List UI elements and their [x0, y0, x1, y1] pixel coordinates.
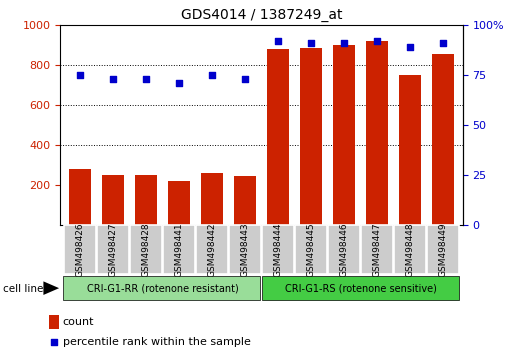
Text: GSM498426: GSM498426	[75, 222, 84, 277]
Point	[76, 72, 84, 78]
Text: CRI-G1-RS (rotenone sensitive): CRI-G1-RS (rotenone sensitive)	[285, 283, 437, 293]
Text: GSM498444: GSM498444	[274, 222, 282, 277]
FancyBboxPatch shape	[97, 225, 129, 274]
Text: GSM498428: GSM498428	[141, 222, 151, 277]
Bar	[102, 175, 123, 225]
Point	[439, 40, 447, 46]
Bar	[135, 175, 157, 225]
Bar	[400, 75, 421, 225]
Bar	[300, 48, 322, 225]
FancyBboxPatch shape	[262, 225, 294, 274]
Polygon shape	[43, 281, 59, 295]
FancyBboxPatch shape	[361, 225, 393, 274]
Point	[50, 339, 59, 345]
Text: GSM498443: GSM498443	[241, 222, 249, 277]
Text: GSM498445: GSM498445	[306, 222, 315, 277]
Point	[373, 38, 381, 44]
Point	[142, 76, 150, 82]
Title: GDS4014 / 1387249_at: GDS4014 / 1387249_at	[181, 8, 342, 22]
FancyBboxPatch shape	[328, 225, 360, 274]
Text: GSM498448: GSM498448	[405, 222, 415, 277]
FancyBboxPatch shape	[196, 225, 228, 274]
Text: percentile rank within the sample: percentile rank within the sample	[63, 337, 251, 347]
Bar	[168, 181, 190, 225]
Bar	[69, 169, 90, 225]
Text: GSM498427: GSM498427	[108, 222, 118, 277]
Bar	[49, 315, 59, 329]
FancyBboxPatch shape	[64, 225, 96, 274]
Text: CRI-G1-RR (rotenone resistant): CRI-G1-RR (rotenone resistant)	[87, 283, 238, 293]
Point	[340, 40, 348, 46]
Point	[208, 72, 216, 78]
Point	[241, 76, 249, 82]
Bar	[234, 176, 256, 225]
Point	[406, 44, 414, 50]
Text: count: count	[63, 318, 94, 327]
Text: GSM498447: GSM498447	[372, 222, 382, 277]
Bar	[333, 45, 355, 225]
Point	[307, 40, 315, 46]
Bar	[366, 41, 388, 225]
Bar	[267, 49, 289, 225]
Point	[175, 80, 183, 86]
FancyBboxPatch shape	[163, 225, 195, 274]
Text: GSM498441: GSM498441	[175, 222, 184, 277]
FancyBboxPatch shape	[63, 276, 259, 300]
FancyBboxPatch shape	[394, 225, 426, 274]
Bar	[433, 54, 454, 225]
FancyBboxPatch shape	[295, 225, 327, 274]
FancyBboxPatch shape	[262, 276, 459, 300]
FancyBboxPatch shape	[427, 225, 459, 274]
FancyBboxPatch shape	[130, 225, 162, 274]
Bar	[201, 173, 223, 225]
Point	[109, 76, 117, 82]
Text: GSM498446: GSM498446	[339, 222, 348, 277]
Text: cell line: cell line	[3, 284, 43, 293]
Text: GSM498442: GSM498442	[208, 222, 217, 277]
FancyBboxPatch shape	[229, 225, 261, 274]
Text: GSM498449: GSM498449	[439, 222, 448, 277]
Point	[274, 38, 282, 44]
